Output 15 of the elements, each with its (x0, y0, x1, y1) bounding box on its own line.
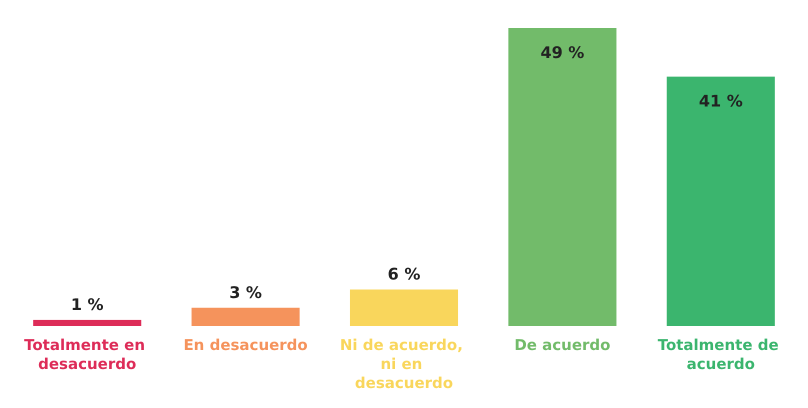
x-tick-label: Totalmente de acuerdo (658, 336, 784, 373)
data-label: 3 % (229, 282, 262, 302)
data-label: 41 % (698, 92, 743, 111)
data-label: 6 % (388, 264, 420, 284)
bar (508, 28, 616, 326)
bar (33, 320, 142, 326)
x-tick-label: En desacuerdo (183, 336, 308, 354)
x-tick-label: Totalmente en desacuerdo (24, 336, 150, 373)
x-tick-label: Ni de acuerdo, ni en desacuerdo (340, 336, 468, 392)
bar (666, 76, 775, 326)
bar (192, 308, 300, 326)
data-label: 49 % (540, 43, 584, 62)
data-label: 1 % (70, 294, 104, 314)
x-tick-label: De acuerdo (514, 336, 610, 354)
bar (350, 290, 458, 326)
